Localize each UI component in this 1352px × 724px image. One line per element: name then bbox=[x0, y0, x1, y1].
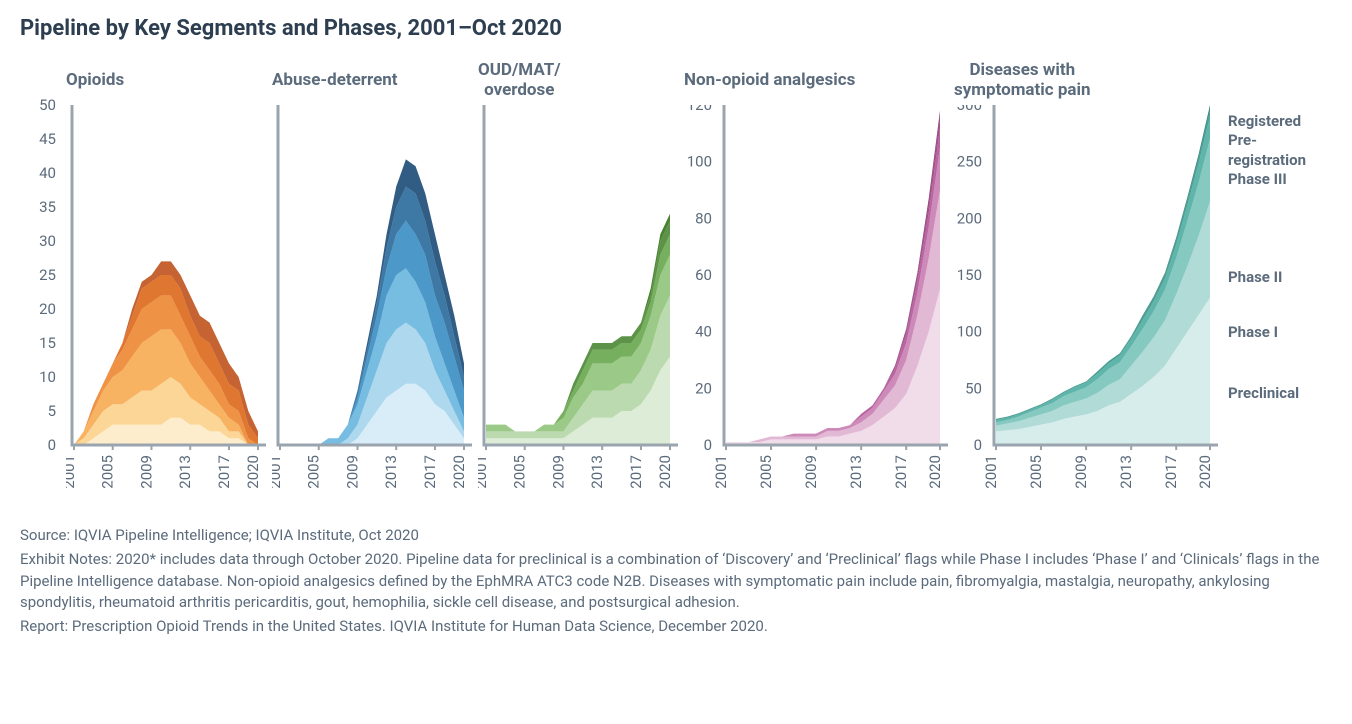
svg-text:2001: 2001 bbox=[272, 455, 284, 489]
svg-text:2013: 2013 bbox=[847, 455, 865, 489]
panel-nonopioid: Non-opioid analgesics 0 20 40 60 80 100 120 2001… bbox=[684, 55, 948, 497]
footnote-source: Source: IQVIA Pipeline Intelligence; IQV… bbox=[20, 525, 1332, 547]
chart-title: Pipeline by Key Segments and Phases, 200… bbox=[20, 16, 1332, 41]
footnote-report: Report: Prescription Opioid Trends in th… bbox=[20, 616, 1332, 638]
svg-text:250: 250 bbox=[957, 153, 982, 171]
panel-abuse: Abuse-deterrent 2001 2005 2009 2013 2017 2020 bbox=[272, 55, 472, 497]
svg-text:300: 300 bbox=[957, 105, 982, 114]
shared-y-axis: 0 5 10 15 20 25 30 35 40 45 50 bbox=[20, 55, 60, 483]
svg-text:2001: 2001 bbox=[712, 455, 730, 489]
panel-title-oud: OUD/MAT/overdose bbox=[478, 55, 678, 105]
svg-text:0: 0 bbox=[48, 436, 56, 454]
svg-text:2009: 2009 bbox=[802, 455, 820, 489]
svg-text:2017: 2017 bbox=[1162, 455, 1180, 489]
svg-text:0: 0 bbox=[704, 436, 712, 454]
svg-text:2017: 2017 bbox=[421, 455, 439, 489]
svg-text:100: 100 bbox=[687, 153, 712, 171]
svg-text:2009: 2009 bbox=[343, 455, 361, 489]
svg-text:2017: 2017 bbox=[627, 455, 645, 489]
svg-text:2005: 2005 bbox=[305, 455, 323, 489]
svg-text:2013: 2013 bbox=[1117, 455, 1135, 489]
svg-text:2020: 2020 bbox=[926, 455, 944, 489]
panel-opioids: Opioids 2001 2005 2009 2013 2017 2020 bbox=[66, 55, 266, 497]
svg-text:2001: 2001 bbox=[66, 455, 78, 489]
legend-item: Preclinical bbox=[1228, 384, 1299, 404]
svg-text:40: 40 bbox=[39, 164, 56, 182]
svg-text:30: 30 bbox=[39, 232, 56, 250]
legend-item: Phase II bbox=[1228, 268, 1282, 288]
svg-text:2001: 2001 bbox=[478, 455, 490, 489]
svg-text:50: 50 bbox=[39, 96, 56, 114]
panel-title-opioids: Opioids bbox=[66, 55, 266, 105]
svg-text:2013: 2013 bbox=[176, 455, 194, 489]
svg-text:2005: 2005 bbox=[99, 455, 117, 489]
svg-text:2005: 2005 bbox=[511, 455, 529, 489]
svg-text:5: 5 bbox=[48, 402, 56, 420]
svg-text:2013: 2013 bbox=[382, 455, 400, 489]
svg-text:50: 50 bbox=[965, 379, 982, 397]
svg-text:2013: 2013 bbox=[588, 455, 606, 489]
svg-text:2009: 2009 bbox=[1072, 455, 1090, 489]
svg-text:25: 25 bbox=[39, 266, 56, 284]
svg-text:2020: 2020 bbox=[244, 455, 262, 489]
svg-text:2020: 2020 bbox=[1196, 455, 1214, 489]
panel-diseases: Diseases withsymptomatic pain 0 50 100 150 20… bbox=[954, 55, 1218, 497]
svg-text:2020: 2020 bbox=[656, 455, 674, 489]
panel-oud: OUD/MAT/overdose 2001 2005 2009 2013 2017 2020 bbox=[478, 55, 678, 497]
svg-text:60: 60 bbox=[695, 266, 712, 284]
svg-text:2009: 2009 bbox=[137, 455, 155, 489]
svg-text:2005: 2005 bbox=[1027, 455, 1045, 489]
panel-title-nonopioid: Non-opioid analgesics bbox=[684, 55, 948, 105]
svg-text:35: 35 bbox=[39, 198, 56, 216]
svg-text:20: 20 bbox=[39, 300, 56, 318]
svg-text:150: 150 bbox=[957, 266, 982, 284]
svg-text:2017: 2017 bbox=[892, 455, 910, 489]
svg-text:10: 10 bbox=[39, 368, 56, 386]
svg-text:120: 120 bbox=[687, 105, 712, 114]
charts-row: 0 5 10 15 20 25 30 35 40 45 50 Opioids 2001 2005 2009 2… bbox=[20, 55, 1332, 497]
svg-text:45: 45 bbox=[39, 130, 56, 148]
legend-item: Phase I bbox=[1228, 323, 1278, 343]
svg-text:2005: 2005 bbox=[757, 455, 775, 489]
svg-text:20: 20 bbox=[695, 379, 712, 397]
svg-text:0: 0 bbox=[974, 436, 982, 454]
svg-text:2020: 2020 bbox=[450, 455, 468, 489]
svg-text:80: 80 bbox=[695, 209, 712, 227]
svg-text:100: 100 bbox=[957, 323, 982, 341]
footnote-notes: Exhibit Notes: 2020* includes data throu… bbox=[20, 549, 1332, 614]
svg-text:200: 200 bbox=[957, 209, 982, 227]
svg-text:2009: 2009 bbox=[549, 455, 567, 489]
panel-title-abuse: Abuse-deterrent bbox=[272, 55, 472, 105]
footnotes: Source: IQVIA Pipeline Intelligence; IQV… bbox=[20, 525, 1332, 638]
legend-item: RegisteredPre-registrationPhase III bbox=[1228, 112, 1332, 190]
phase-legend: RegisteredPre-registrationPhase III Phase… bbox=[1224, 55, 1332, 445]
panel-title-diseases: Diseases withsymptomatic pain bbox=[954, 55, 1218, 105]
svg-text:2017: 2017 bbox=[215, 455, 233, 489]
svg-text:2001: 2001 bbox=[982, 455, 1000, 489]
svg-text:40: 40 bbox=[695, 323, 712, 341]
svg-text:15: 15 bbox=[39, 334, 56, 352]
